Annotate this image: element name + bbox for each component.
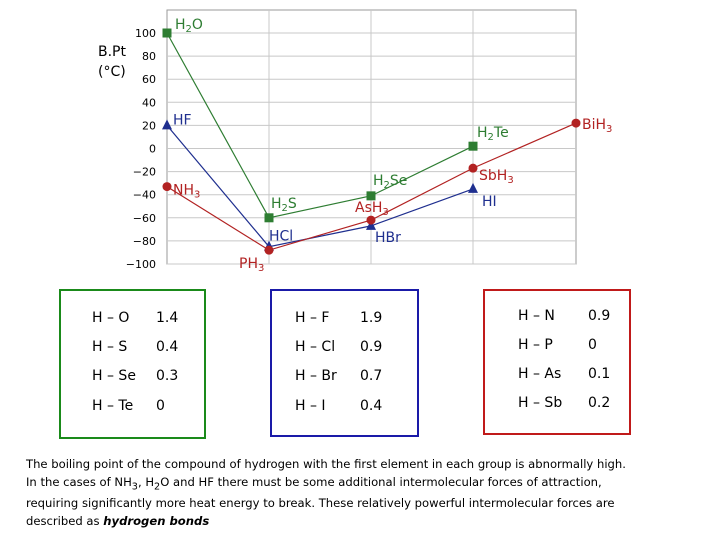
y-tick-label: 60 [142,73,156,86]
series-line [166,32,474,219]
bond-label: H – N [518,308,555,324]
point-label: H2Te [477,125,509,143]
data-point [264,213,274,223]
electronegativity-table [483,289,631,435]
bond-label: H – Te [92,398,134,414]
bond-label: H – Se [92,368,136,384]
bond-label: H – S [92,339,128,355]
bond-value: 0.7 [360,368,383,384]
point-label: HBr [375,230,401,246]
point-label: SbH3 [479,168,514,186]
bond-value: 0 [588,337,597,353]
y-tick-label: 20 [142,119,156,132]
point-label: H2S [271,196,297,214]
note-line-2: In the cases of NH3, H2O and HF there mu… [26,474,602,492]
y-axis-title-line2: (°C) [98,64,126,80]
y-tick-label: −80 [133,235,156,248]
explanation-note: The boiling point of the compound of hyd… [26,456,706,530]
series-markers [162,28,581,255]
y-tick-label: −100 [126,258,156,271]
data-point [162,119,172,130]
point-label: H2Se [373,173,407,191]
data-point [366,191,376,201]
point-label: HI [482,194,497,210]
bond-label: H – F [295,310,330,326]
bond-value: 0.3 [156,368,179,384]
data-point [468,163,478,173]
note-line-4: described as hydrogen bonds [26,513,210,528]
bond-label: H – O [92,310,130,326]
bond-value: 0.4 [156,339,179,355]
series-line [166,125,474,248]
note-line-3: requiring significantly more heat energy… [26,496,615,511]
bond-label: H – Cl [295,339,336,355]
point-label: H2O [175,17,203,35]
data-point [264,245,274,255]
point-label: PH3 [239,256,264,274]
data-point [366,215,376,225]
bond-value: 0.4 [360,398,383,414]
bond-value: 0.9 [588,308,611,324]
bond-value: 0 [156,398,165,414]
bond-value: 0.9 [360,339,383,355]
point-labels: H2O H2S H2Se H2Te HF HCl HBr HI NH3 PH3 AsH3 SbH3 Bi… [173,17,612,274]
bond-value: 1.9 [360,310,383,326]
y-tick-label: −20 [133,166,156,179]
bond-label: H – P [518,337,553,353]
data-point [366,219,376,230]
point-label: BiH3 [582,117,612,135]
y-axis-title-line1: B.Pt [98,44,126,60]
y-tick-label: 0 [149,143,156,156]
point-label: AsH3 [355,200,389,218]
bond-value: 1.4 [156,310,179,326]
y-tick-labels: 100 80 60 40 20 0 −20 −40 −60 −80 −100 [126,27,156,271]
data-point [571,118,581,128]
data-point [468,182,478,193]
point-label: NH3 [173,183,200,201]
hydrogen-bonds-term: hydrogen bonds [103,513,210,528]
bond-label: H – Br [295,368,337,384]
y-tick-label: 80 [142,50,156,63]
bond-label: H – Sb [518,395,563,411]
note-line-1: The boiling point of the compound of hyd… [26,457,626,471]
data-point [162,182,172,192]
boiling-point-chart: 100 80 60 40 20 0 −20 −40 −60 −80 −100 B.Pt (°C) H… [98,9,612,274]
electronegativity-table [59,289,206,439]
bond-label: H – As [518,366,562,382]
y-tick-label: 100 [135,27,156,40]
electronegativity-table [270,289,419,437]
y-tick-label: −60 [133,212,156,225]
y-tick-label: 40 [142,96,156,109]
data-point [162,28,172,38]
bond-label: H – I [295,398,326,414]
data-point [468,141,478,151]
bond-value: 0.2 [588,395,611,411]
bond-value: 0.1 [588,366,611,382]
point-label: HCl [269,229,293,245]
y-tick-label: −40 [133,189,156,202]
point-label: HF [173,112,192,128]
